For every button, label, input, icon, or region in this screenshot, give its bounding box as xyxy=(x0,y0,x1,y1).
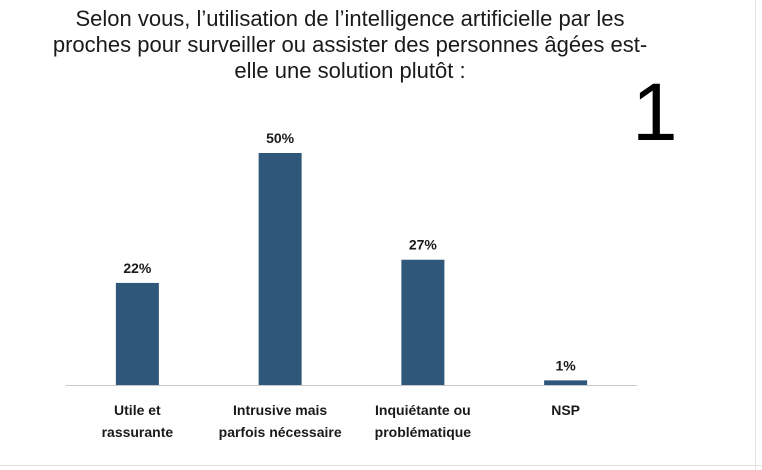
data-label: 1% xyxy=(556,357,577,373)
bar xyxy=(401,259,445,385)
right-edge-divider xyxy=(755,0,756,470)
category-label: Inquiétante ou xyxy=(375,402,471,418)
category-label: problématique xyxy=(375,424,472,440)
category-label: Utile et xyxy=(114,402,161,418)
data-label: 27% xyxy=(409,237,438,253)
chart-title: Selon vous, l’utilisation de l’intellige… xyxy=(52,6,648,83)
bar xyxy=(258,153,302,385)
bar xyxy=(544,380,588,385)
data-label: 50% xyxy=(266,130,295,146)
data-label: 22% xyxy=(123,260,152,276)
category-label: rassurante xyxy=(102,424,174,440)
bottom-edge-divider xyxy=(0,465,762,466)
category-label: NSP xyxy=(551,402,580,418)
category-label: parfois nécessaire xyxy=(219,424,342,440)
slide-number: 1 xyxy=(632,67,678,158)
category-label: Intrusive mais xyxy=(233,402,327,418)
bar xyxy=(115,282,159,385)
